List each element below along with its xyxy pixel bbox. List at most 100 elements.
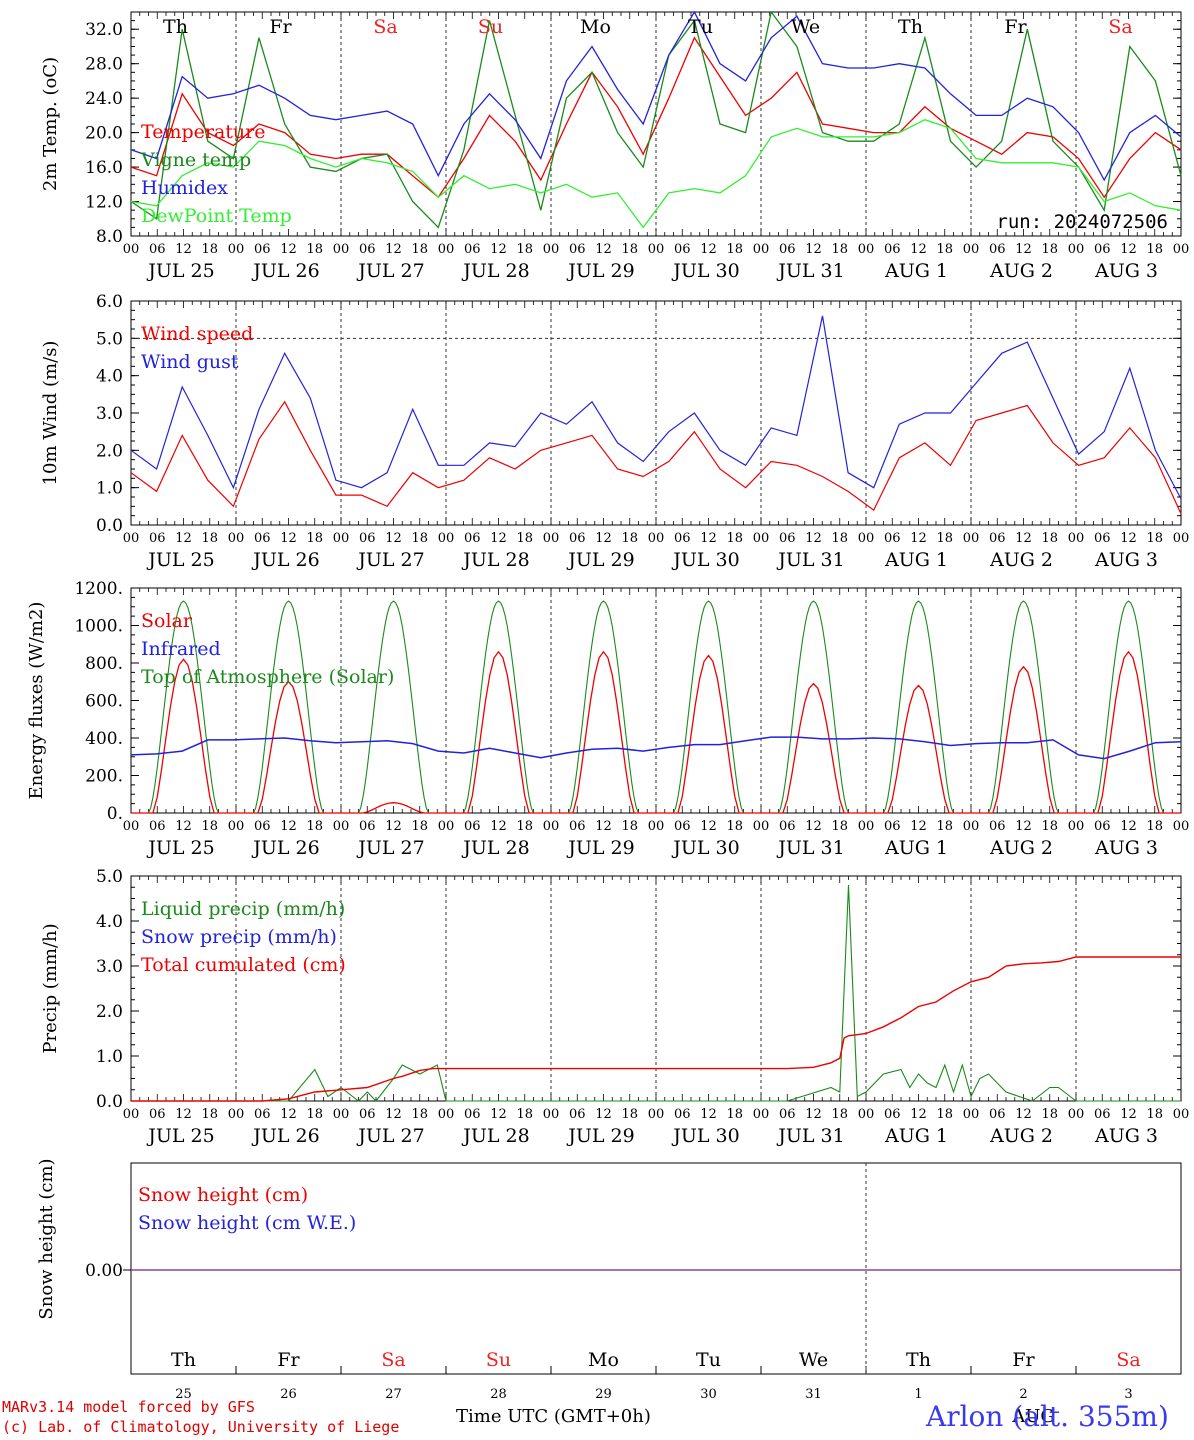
day-date-label: AUG 2 — [989, 1125, 1053, 1147]
y-axis-label: Precip (mm/h) — [40, 923, 61, 1053]
hour-tick-label: 12 — [175, 242, 192, 257]
hour-tick-label: 18 — [1146, 1107, 1163, 1122]
weekday-label: Sa — [373, 16, 397, 38]
day-number-label: 29 — [595, 1387, 612, 1402]
hour-tick-label: 00 — [123, 531, 140, 546]
hour-tick-label: 12 — [280, 819, 297, 834]
day-date-label: JUL 26 — [251, 837, 319, 859]
hour-tick-label: 18 — [726, 531, 743, 546]
hour-tick-label: 18 — [936, 531, 953, 546]
day-number-label: 25 — [175, 1387, 192, 1402]
day-date-label: JUL 30 — [671, 837, 739, 859]
weekday-label: Th — [171, 1349, 196, 1371]
hour-tick-label: 12 — [700, 242, 717, 257]
hour-tick-label: 18 — [831, 531, 848, 546]
hour-tick-label: 18 — [621, 819, 638, 834]
hour-tick-label: 00 — [543, 819, 560, 834]
hour-tick-label: 06 — [359, 819, 376, 834]
y-tick-label: 1000. — [74, 617, 123, 637]
day-date-label: JUL 25 — [146, 549, 214, 571]
hour-tick-label: 00 — [228, 242, 245, 257]
hour-tick-label: 06 — [674, 531, 691, 546]
hour-tick-label: 18 — [1146, 819, 1163, 834]
hour-tick-label: 06 — [779, 531, 796, 546]
series-liquid-precip — [131, 884, 1181, 1102]
weekday-label: Su — [486, 1349, 511, 1371]
hour-tick-label: 06 — [779, 819, 796, 834]
weekday-label: Mo — [588, 1349, 619, 1371]
hour-tick-label: 12 — [280, 242, 297, 257]
hour-tick-label: 00 — [1068, 531, 1085, 546]
weekday-label: Fr — [1004, 16, 1027, 38]
hour-tick-label: 12 — [910, 819, 927, 834]
hour-tick-label: 00 — [333, 819, 350, 834]
y-tick-label: 20.0 — [85, 124, 123, 144]
hour-tick-label: 00 — [543, 1107, 560, 1122]
weekday-label: Tu — [688, 16, 713, 38]
hour-tick-label: 18 — [411, 819, 428, 834]
hour-tick-label: 18 — [936, 819, 953, 834]
hour-tick-label: 18 — [1041, 1107, 1058, 1122]
hour-tick-label: 18 — [831, 1107, 848, 1122]
hour-tick-label: 00 — [1173, 531, 1190, 546]
hour-tick-label: 12 — [805, 1107, 822, 1122]
hour-tick-label: 18 — [726, 242, 743, 257]
y-tick-label: 2.0 — [96, 441, 123, 461]
day-date-label: AUG 1 — [884, 260, 948, 282]
day-number-label: 31 — [805, 1387, 822, 1402]
hour-tick-label: 06 — [884, 1107, 901, 1122]
hour-tick-label: 00 — [123, 1107, 140, 1122]
day-date-label: JUL 31 — [776, 1125, 844, 1147]
day-date-label: JUL 28 — [461, 549, 529, 571]
hour-tick-label: 00 — [648, 1107, 665, 1122]
hour-tick-label: 12 — [805, 819, 822, 834]
series-total-cumulated — [131, 956, 1181, 1102]
series-wind-gust — [130, 315, 1182, 500]
weekday-label: Sa — [1108, 16, 1132, 38]
weekday-label: Th — [163, 16, 188, 38]
hour-tick-label: 12 — [700, 531, 717, 546]
hour-tick-label: 00 — [228, 531, 245, 546]
y-tick-label: 28.0 — [85, 55, 123, 75]
weekday-label: Mo — [580, 16, 611, 38]
day-date-label: JUL 28 — [461, 1125, 529, 1147]
legend-snow-precip-mm-h-: Snow precip (mm/h) — [141, 926, 337, 948]
hour-tick-label: 06 — [464, 531, 481, 546]
day-number-label: 28 — [490, 1387, 507, 1402]
hour-tick-label: 00 — [333, 242, 350, 257]
hour-tick-label: 00 — [543, 531, 560, 546]
hour-tick-label: 06 — [989, 1107, 1006, 1122]
y-axis-label: Snow height (cm) — [36, 1158, 57, 1319]
hour-tick-label: 00 — [123, 819, 140, 834]
day-date-label: AUG 1 — [884, 549, 948, 571]
hour-tick-label: 12 — [175, 819, 192, 834]
y-tick-label: 12.0 — [85, 193, 123, 213]
hour-tick-label: 06 — [989, 819, 1006, 834]
hour-tick-label: 18 — [306, 819, 323, 834]
legend-snow-height-cm-: Snow height (cm) — [138, 1184, 308, 1206]
hour-tick-label: 06 — [569, 531, 586, 546]
legend-total-cumulated-cm-: Total cumulated (cm) — [141, 954, 346, 976]
hour-tick-label: 12 — [490, 242, 507, 257]
hour-tick-label: 06 — [149, 819, 166, 834]
hour-tick-label: 18 — [831, 242, 848, 257]
hour-tick-label: 12 — [1015, 819, 1032, 834]
hour-tick-label: 00 — [438, 819, 455, 834]
hour-tick-label: 06 — [674, 1107, 691, 1122]
legend-top-of-atmosphere-solar-: Top of Atmosphere (Solar) — [141, 666, 394, 688]
hour-tick-label: 18 — [516, 819, 533, 834]
weekday-label: Th — [906, 1349, 931, 1371]
weekday-label: We — [799, 1349, 828, 1371]
hour-tick-label: 06 — [254, 242, 271, 257]
month-label: AUG — [1011, 1406, 1055, 1427]
y-tick-label: 4.0 — [96, 912, 123, 932]
legend-wind-speed: Wind speed — [141, 323, 253, 345]
y-tick-label: 0.0 — [96, 516, 123, 536]
weekday-label: We — [791, 16, 820, 38]
hour-tick-label: 06 — [464, 819, 481, 834]
hour-tick-label: 18 — [201, 242, 218, 257]
day-number-label: 27 — [385, 1387, 402, 1402]
y-tick-label: 200. — [85, 767, 123, 787]
weekday-label: Sa — [381, 1349, 405, 1371]
hour-tick-label: 12 — [1120, 531, 1137, 546]
